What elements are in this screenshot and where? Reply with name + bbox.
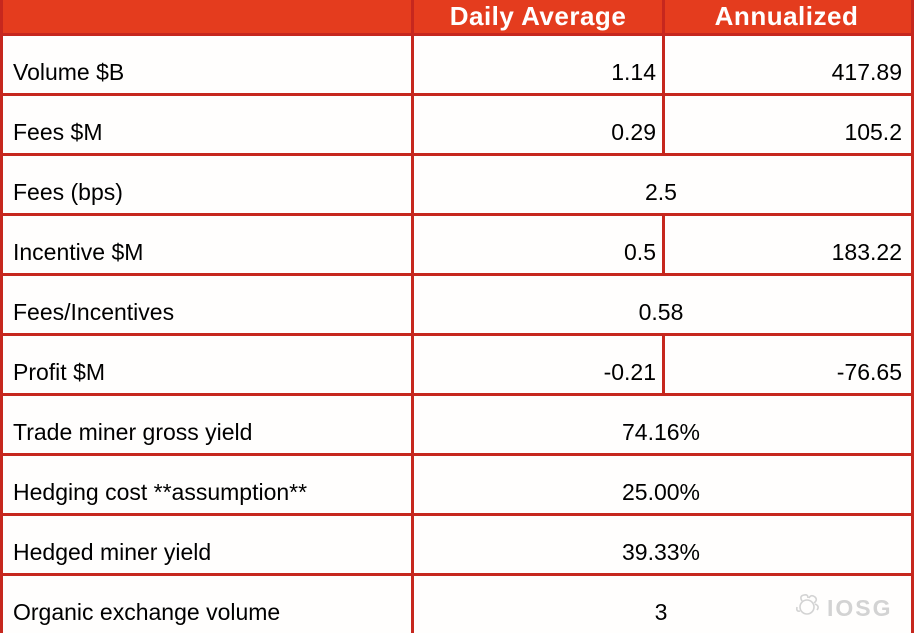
table-row-fees-usd: Fees $M 0.29 105.2: [3, 93, 911, 153]
annualized-cell: 417.89: [662, 36, 908, 93]
merged-value-cell: 74.16%: [411, 396, 908, 453]
iosg-flower-icon: [792, 591, 822, 621]
row-label: Incentive $M: [13, 239, 144, 265]
row-label: Hedging cost **assumption**: [13, 479, 308, 505]
merged-value-cell: 39.33%: [411, 516, 908, 573]
annualized-cell: 183.22: [662, 216, 908, 273]
merged-value-cell: 25.00%: [411, 456, 908, 513]
merged-value-cell: 2.5: [411, 156, 908, 213]
daily-average-cell: 0.5: [411, 216, 662, 273]
table-header: Daily Average Annualized: [3, 0, 911, 33]
table-row-hedging-cost: Hedging cost **assumption** 25.00%: [3, 453, 911, 513]
watermark-label: IOSG: [827, 595, 893, 621]
table-row-volume: Volume $B 1.14 417.89: [3, 33, 911, 93]
row-label: Hedged miner yield: [13, 539, 212, 565]
table-row-profit: Profit $M -0.21 -76.65: [3, 333, 911, 393]
table-row-fees-bps: Fees (bps) 2.5: [3, 153, 911, 213]
column-header-empty: [3, 0, 411, 33]
iosg-watermark: IOSG: [792, 591, 893, 621]
row-label: Organic exchange volume: [13, 599, 281, 625]
merged-value-cell: 0.58: [411, 276, 908, 333]
row-label: Fees (bps): [13, 179, 123, 205]
table-row-organic-volume: Organic exchange volume 3: [3, 573, 911, 633]
row-label: Fees/Incentives: [13, 299, 175, 325]
daily-average-cell: -0.21: [411, 336, 662, 393]
annualized-cell: 105.2: [662, 96, 908, 153]
table-row-gross-yield: Trade miner gross yield 74.16%: [3, 393, 911, 453]
annualized-cell: -76.65: [662, 336, 908, 393]
table-row-fees-incentives: Fees/Incentives 0.58: [3, 273, 911, 333]
column-header-annualized: Annualized: [662, 0, 908, 33]
daily-average-cell: 1.14: [411, 36, 662, 93]
daily-average-cell: 0.29: [411, 96, 662, 153]
row-label: Profit $M: [13, 359, 106, 385]
table-row-incentive: Incentive $M 0.5 183.22: [3, 213, 911, 273]
column-header-daily-average: Daily Average: [411, 0, 662, 33]
row-label: Fees $M: [13, 119, 103, 145]
table-row-hedged-yield: Hedged miner yield 39.33%: [3, 513, 911, 573]
row-label: Trade miner gross yield: [13, 419, 253, 445]
row-label: Volume $B: [13, 59, 125, 85]
